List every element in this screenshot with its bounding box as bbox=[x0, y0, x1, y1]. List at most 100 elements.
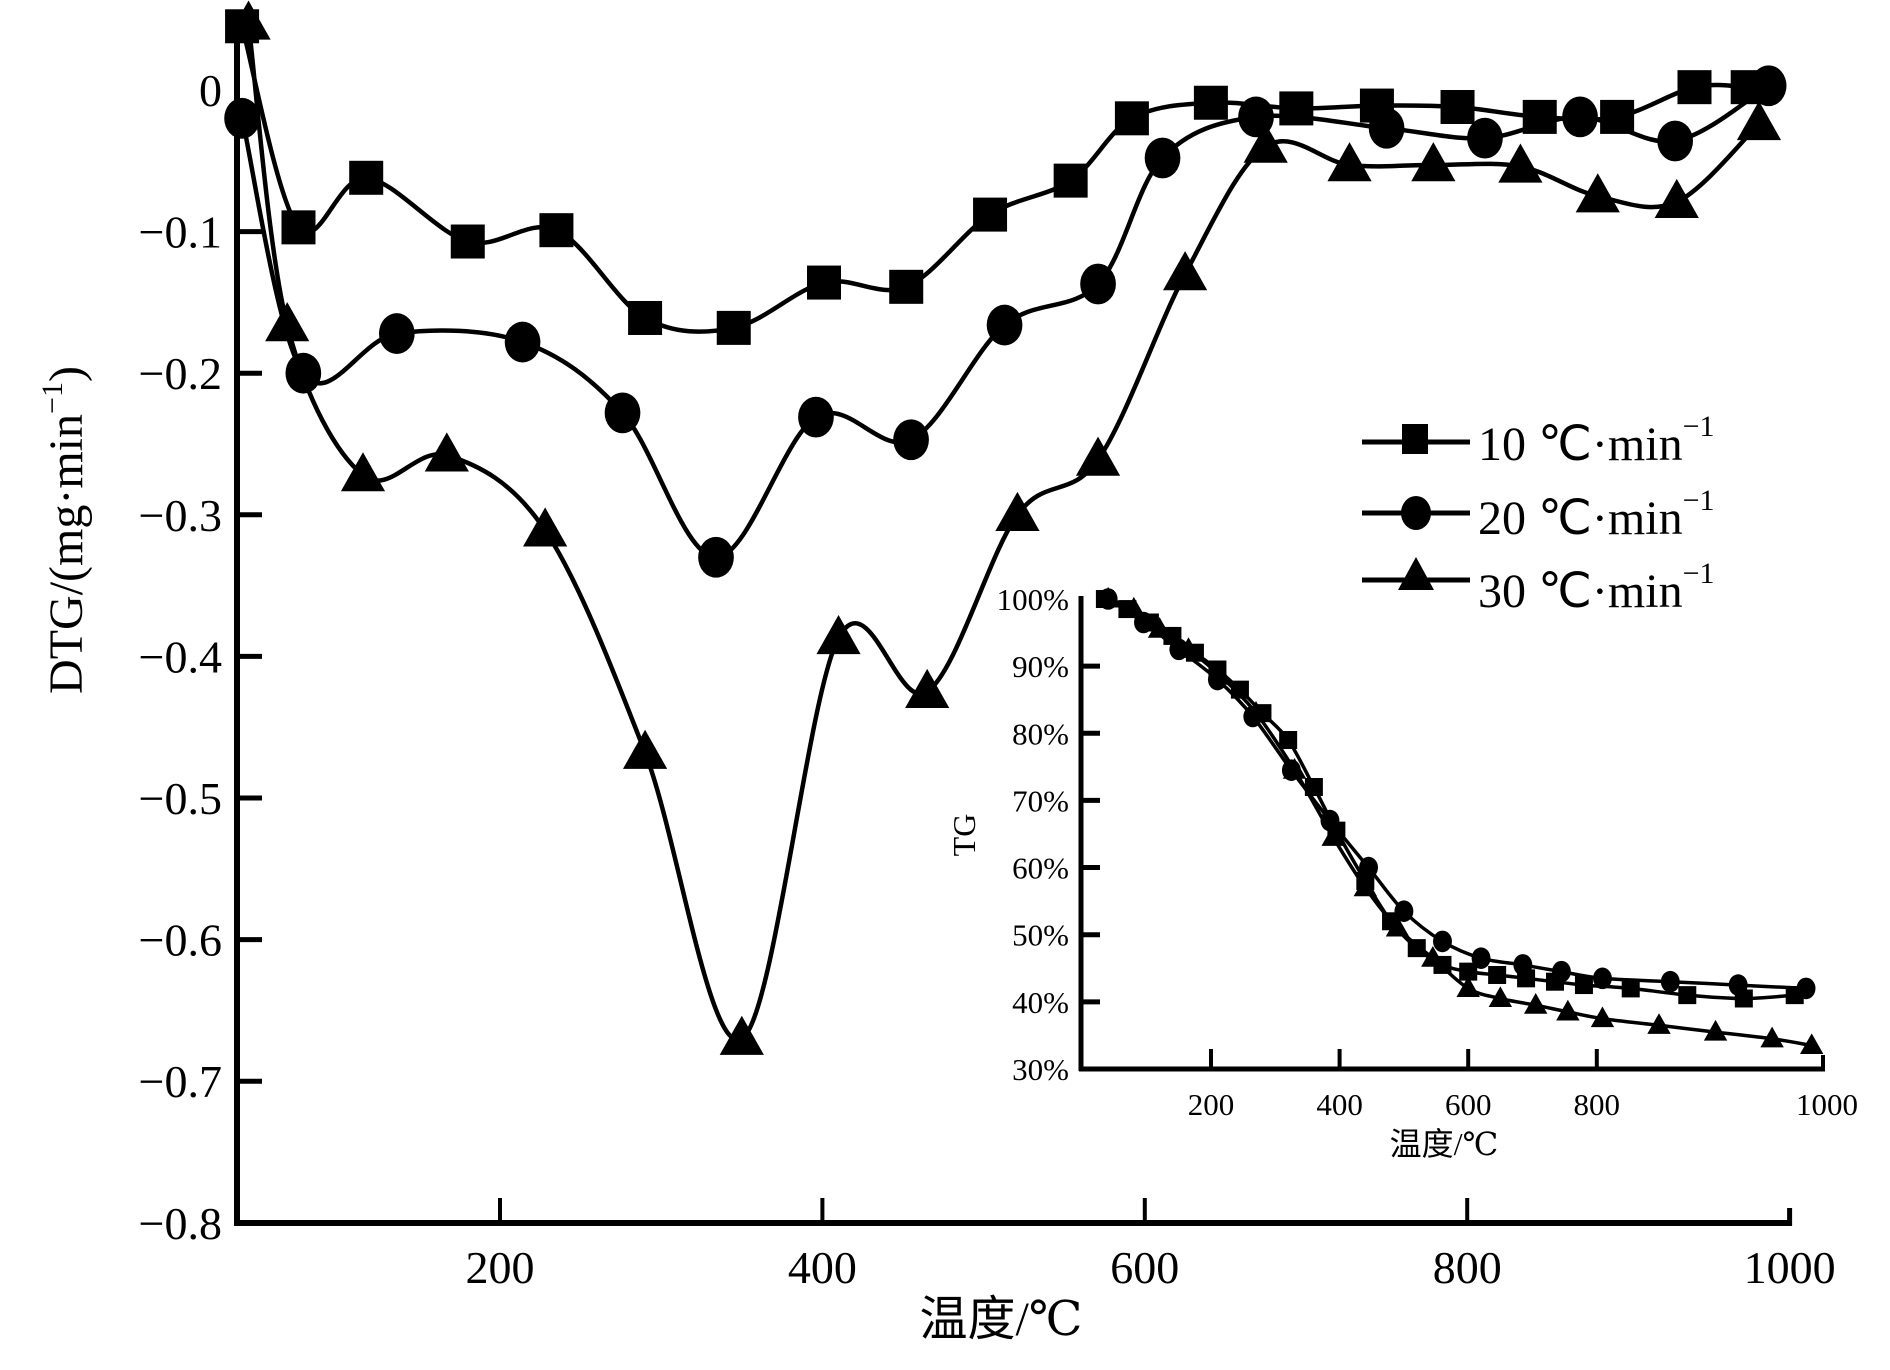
data-point-circle bbox=[698, 536, 734, 578]
data-point-square bbox=[450, 224, 485, 259]
y-tick-label: −0.7 bbox=[139, 1056, 222, 1107]
y-axis-title-close: ) bbox=[40, 366, 93, 382]
inset-x-tick-label: 200 bbox=[1188, 1087, 1235, 1122]
data-point-circle bbox=[1144, 137, 1181, 179]
y-tick-label: 0 bbox=[199, 65, 222, 116]
data-point-square bbox=[1279, 91, 1314, 126]
data-point-triangle bbox=[995, 491, 1040, 531]
inset-data-point-circle bbox=[1471, 947, 1491, 969]
y-tick-label: −0.3 bbox=[139, 490, 222, 541]
inset-data-point-triangle bbox=[1760, 1026, 1784, 1048]
data-point-square bbox=[1522, 99, 1557, 134]
data-point-square bbox=[1677, 70, 1712, 105]
data-point-triangle bbox=[1327, 142, 1372, 182]
inset-data-point-triangle bbox=[1321, 825, 1345, 846]
data-point-triangle bbox=[1736, 101, 1782, 141]
x-tick-label: 600 bbox=[1110, 1242, 1179, 1293]
main-plot-area: 0 −0.1 −0.2 −0.3 −0.4 −0.5 −0.6 −0.7 −0.8 200 400… bbox=[36, 0, 1836, 1346]
inset-y-tick-label: 30% bbox=[1012, 1052, 1069, 1087]
inset-data-point-triangle bbox=[1456, 976, 1480, 997]
inset-data-point-circle bbox=[1320, 809, 1340, 832]
inset-data-point-square bbox=[1279, 730, 1298, 749]
inset-data-point-square bbox=[1574, 976, 1593, 995]
inset-data-point-square bbox=[1488, 965, 1507, 984]
data-point-square bbox=[1440, 89, 1475, 124]
data-point-square bbox=[1193, 85, 1228, 120]
legend-item-30: 30 ℃·min−1 bbox=[1362, 557, 1714, 618]
inset-data-point-circle bbox=[1513, 954, 1533, 976]
main-x-ticks: 200 400 600 800 1000 bbox=[466, 1198, 1836, 1293]
inset-data-point-circle bbox=[1394, 900, 1414, 923]
data-point-circle bbox=[1750, 65, 1787, 107]
inset-x-tick-label: 1000 bbox=[1796, 1087, 1858, 1122]
inset-data-point-square bbox=[1230, 680, 1249, 699]
data-point-circle bbox=[798, 396, 834, 438]
inset-markers bbox=[1095, 586, 1824, 1055]
inset-data-point-triangle bbox=[1524, 993, 1548, 1014]
data-point-circle bbox=[378, 313, 415, 354]
data-point-triangle bbox=[340, 452, 386, 492]
inset-data-point-square bbox=[1407, 939, 1426, 958]
inset-data-point-triangle bbox=[1647, 1013, 1671, 1034]
inset-x-ticks: 200 400 600 800 1000 bbox=[1188, 1049, 1858, 1122]
data-point-square bbox=[539, 213, 574, 248]
data-point-square bbox=[281, 210, 316, 245]
inset-data-point-circle bbox=[1796, 977, 1816, 1000]
inset-data-point-square bbox=[1304, 777, 1323, 796]
inset-data-point-triangle bbox=[1590, 1006, 1615, 1028]
data-point-square bbox=[1053, 163, 1088, 198]
main-x-axis-title: 温度/℃ bbox=[919, 1293, 1082, 1346]
inset-y-axis-title: TG bbox=[946, 814, 982, 857]
inset-x-axis-title: 温度/℃ bbox=[1390, 1126, 1499, 1162]
inset-y-tick-label: 90% bbox=[1012, 649, 1069, 684]
x-tick-label: 800 bbox=[1433, 1242, 1502, 1293]
data-point-circle bbox=[1080, 263, 1116, 305]
inset-x-tick-label: 400 bbox=[1316, 1087, 1363, 1122]
data-point-triangle bbox=[622, 729, 668, 769]
data-point-square bbox=[349, 160, 384, 195]
data-point-circle bbox=[1657, 120, 1693, 162]
data-point-triangle bbox=[1163, 251, 1208, 291]
main-y-axis-title: DTG/(mg·min−1) bbox=[36, 366, 93, 694]
main-markers bbox=[224, 0, 1787, 1055]
legend-label: 20 ℃·min−1 bbox=[1478, 484, 1714, 545]
legend-label: 30 ℃·min−1 bbox=[1478, 557, 1714, 618]
legend: 10 ℃·min−1 20 ℃·min−1 30 ℃·min−1 bbox=[1362, 410, 1714, 618]
data-point-square bbox=[628, 300, 663, 335]
x-tick-label: 400 bbox=[788, 1242, 857, 1293]
data-point-circle bbox=[285, 352, 322, 394]
inset-data-point-circle bbox=[1359, 856, 1378, 879]
main-y-ticks: 0 −0.1 −0.2 −0.3 −0.4 −0.5 −0.6 −0.7 −0.8 bbox=[139, 65, 262, 1249]
inset-data-point-circle bbox=[1433, 930, 1452, 953]
inset-data-point-square bbox=[1459, 962, 1478, 981]
inset-data-point-triangle bbox=[1244, 700, 1268, 722]
data-point-triangle bbox=[905, 668, 950, 708]
legend-item-10: 10 ℃·min−1 bbox=[1362, 410, 1714, 471]
inset-data-point-square bbox=[1621, 979, 1640, 998]
y-axis-title-sup: −1 bbox=[36, 382, 69, 414]
data-point-triangle bbox=[1498, 143, 1543, 183]
y-tick-label: −0.2 bbox=[139, 348, 222, 399]
inset-y-tick-label: 50% bbox=[1012, 918, 1069, 953]
data-point-triangle bbox=[1575, 173, 1620, 213]
data-point-circle bbox=[504, 321, 541, 363]
y-tick-label: −0.4 bbox=[139, 631, 222, 682]
data-point-triangle bbox=[1075, 436, 1121, 476]
inset-data-point-triangle bbox=[1096, 586, 1120, 608]
data-point-circle bbox=[986, 304, 1023, 346]
tg-inset-plot: 100% 90% 80% 70% 60% 50% 40% 30% 200 400 600 800 10… bbox=[946, 582, 1858, 1162]
inset-y-ticks: 100% 90% 80% 70% 60% 50% 40% 30% bbox=[997, 582, 1100, 1087]
inset-data-point-triangle bbox=[1282, 758, 1307, 779]
y-tick-label: −0.8 bbox=[139, 1198, 222, 1249]
y-axis-title-base: DTG/(mg·min bbox=[40, 414, 93, 694]
inset-data-point-triangle bbox=[1703, 1019, 1728, 1041]
data-point-triangle bbox=[1654, 178, 1699, 219]
data-point-triangle bbox=[1243, 123, 1288, 163]
data-point-circle bbox=[1368, 107, 1405, 149]
data-point-triangle bbox=[424, 432, 469, 472]
y-tick-label: −0.1 bbox=[139, 207, 222, 258]
x-tick-label: 1000 bbox=[1744, 1242, 1836, 1293]
inset-y-tick-label: 40% bbox=[1012, 985, 1069, 1020]
inset-data-point-triangle bbox=[1421, 946, 1445, 967]
